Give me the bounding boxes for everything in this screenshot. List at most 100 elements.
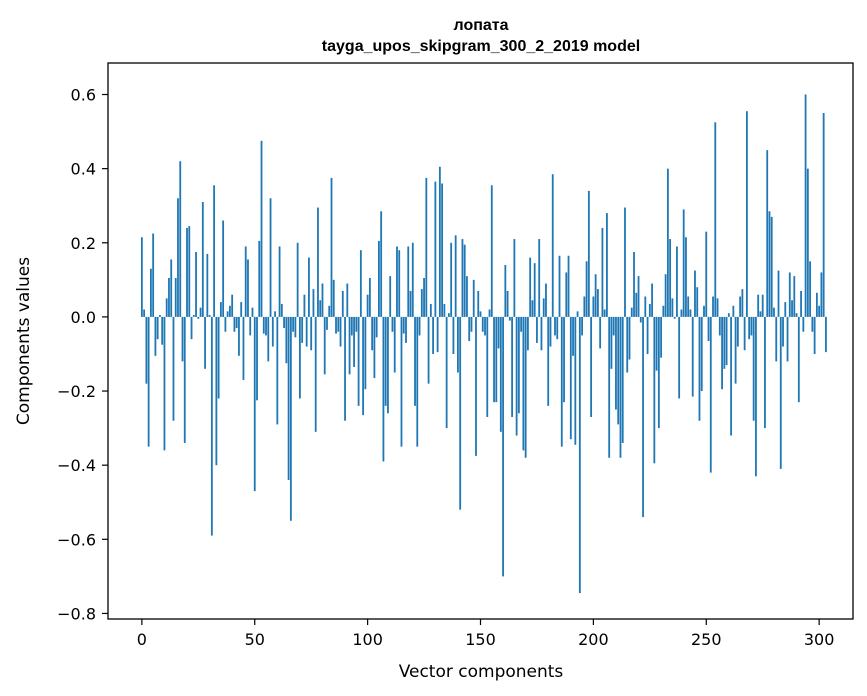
bar [565, 272, 568, 317]
bar [811, 316, 814, 332]
bar [664, 274, 667, 317]
bar [260, 140, 263, 317]
bar [256, 316, 258, 401]
bar [515, 316, 518, 436]
bar [332, 279, 335, 317]
bar [809, 261, 812, 317]
bar [183, 316, 186, 443]
bar [147, 316, 150, 447]
bar [682, 209, 685, 317]
bar [583, 296, 586, 317]
bar [585, 261, 588, 317]
bar [436, 316, 439, 353]
bar [770, 216, 773, 317]
bar [204, 316, 206, 369]
bar [391, 316, 394, 332]
bar [788, 272, 791, 317]
bar [289, 316, 292, 521]
bar [822, 113, 825, 317]
bar [804, 94, 807, 317]
bar [298, 316, 301, 399]
bar [536, 316, 538, 343]
bar [680, 309, 683, 317]
bar [687, 296, 690, 317]
bar [472, 279, 475, 317]
bar [813, 316, 816, 354]
bar [633, 252, 635, 317]
bar [750, 316, 753, 336]
bar [574, 316, 577, 445]
bar [646, 316, 649, 354]
bar [603, 309, 606, 317]
bar [224, 316, 227, 332]
bar [479, 311, 482, 317]
bar [606, 213, 608, 317]
bar [253, 316, 256, 492]
x-tick-label: 50 [245, 630, 265, 649]
bar [407, 246, 410, 317]
x-tick-label: 150 [465, 630, 496, 649]
bar [567, 255, 570, 317]
bar [378, 240, 380, 317]
y-axis: −0.8 −0.6 −0.4 −0.2 0.0 0.2 0.4 0.6 [57, 86, 108, 623]
bar [143, 309, 146, 317]
bar [154, 316, 157, 356]
bar [348, 316, 351, 375]
bar [398, 250, 401, 317]
bar [635, 292, 638, 317]
bar [725, 316, 728, 366]
bar [547, 316, 550, 406]
bar [621, 316, 624, 443]
bar [484, 316, 486, 336]
bar [303, 294, 306, 317]
y-tick-label: −0.4 [57, 456, 96, 475]
bar [208, 315, 211, 317]
bar [371, 316, 374, 351]
bar [782, 316, 784, 347]
x-tick-label: 250 [691, 630, 722, 649]
bar [626, 316, 629, 373]
bar [673, 316, 676, 319]
bar [490, 185, 493, 317]
bar [432, 316, 434, 354]
bar [400, 316, 403, 447]
bar [396, 246, 398, 317]
bar [409, 290, 412, 317]
x-tick-label: 0 [137, 630, 147, 649]
bar [556, 316, 559, 340]
bar [723, 316, 726, 369]
bar [506, 290, 509, 317]
bar [159, 315, 161, 317]
bar [292, 316, 295, 332]
bar [700, 316, 703, 392]
bar [639, 316, 642, 323]
bar [486, 316, 489, 417]
bar [434, 181, 437, 317]
bar [420, 289, 423, 317]
bar [213, 185, 216, 317]
bar [657, 316, 660, 429]
bar [775, 316, 778, 362]
bar [296, 242, 299, 317]
bar [393, 316, 396, 373]
bar [165, 298, 168, 317]
bar [743, 316, 746, 351]
bar [676, 246, 678, 317]
bar [745, 111, 748, 317]
bar [274, 311, 276, 317]
bar [355, 316, 358, 332]
bar [454, 235, 457, 317]
bar [186, 227, 188, 317]
x-axis-label: Vector components [399, 662, 564, 682]
bar [493, 316, 495, 403]
bar [615, 316, 617, 410]
bar [748, 316, 751, 340]
bar [177, 198, 179, 317]
bar [531, 300, 534, 317]
bar [542, 298, 545, 317]
bar [721, 316, 723, 390]
bar [698, 316, 701, 421]
bar [655, 316, 658, 371]
bar [425, 177, 428, 317]
bar [452, 316, 455, 354]
